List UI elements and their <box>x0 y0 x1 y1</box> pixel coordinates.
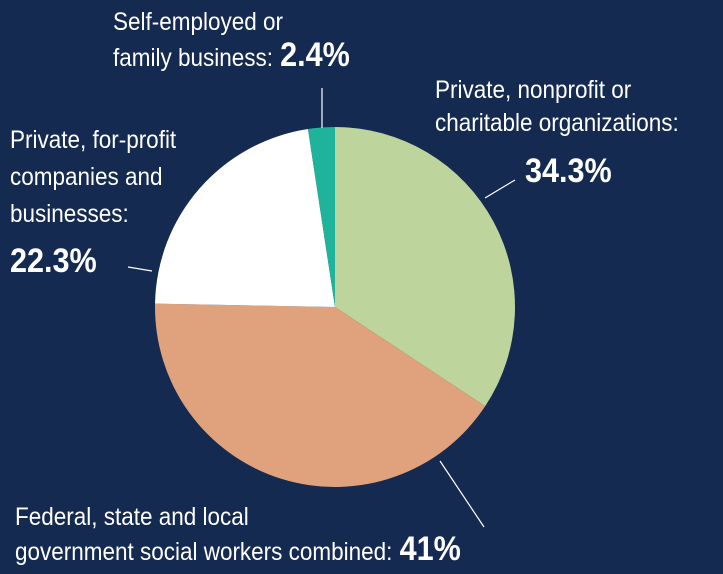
pie-slice <box>155 303 486 488</box>
pie-slice <box>335 127 516 407</box>
label-text: companies and <box>10 163 162 191</box>
pie-slice <box>155 129 335 307</box>
label-text: Federal, state and local <box>15 503 249 531</box>
value-group: 22.3% <box>10 242 97 280</box>
label-text: businesses: <box>10 200 129 228</box>
leader-line <box>439 460 485 528</box>
value-label: 22.3% <box>10 242 97 280</box>
label-text: Private, for-profit <box>10 126 177 154</box>
value-label: 2.4% <box>280 36 350 74</box>
leader-line <box>127 266 153 272</box>
label-text: Private, nonprofit or <box>435 76 631 104</box>
slice-label: Self-employed or family business: 2.4% <box>113 8 350 73</box>
label-text: government social workers combined: <box>15 538 392 566</box>
pie-slice <box>307 127 335 307</box>
label-text: family business: <box>113 44 273 72</box>
slice-label: Federal, state and local government socia… <box>15 503 461 567</box>
value-label: 34.3% <box>525 152 612 190</box>
slice-label: Private, for-profit companies and business… <box>10 126 177 228</box>
value-label: 41% <box>400 530 461 568</box>
slice-label: Private, nonprofit or charitable organiza… <box>435 76 679 137</box>
label-text: Self-employed or <box>113 8 283 36</box>
value-group: 34.3% <box>525 152 612 190</box>
label-text: charitable organizations: <box>435 109 679 137</box>
leader-line <box>484 179 516 199</box>
